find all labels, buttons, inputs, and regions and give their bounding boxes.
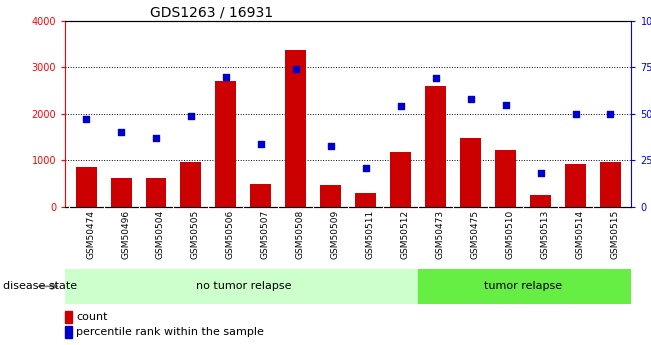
Bar [390,151,411,207]
Bar [215,81,236,207]
Point [361,165,371,171]
Bar [565,164,586,207]
Point [116,130,126,135]
Bar [495,150,516,207]
Point [465,96,476,102]
Bar [180,162,201,207]
Text: GSM50512: GSM50512 [401,210,409,259]
Text: GSM50505: GSM50505 [191,210,200,259]
Point [326,143,336,148]
Bar [76,167,96,207]
Point [186,113,196,118]
Point [570,111,581,117]
Point [256,141,266,146]
Bar [65,326,72,338]
Bar [251,184,271,207]
Bar [285,50,307,207]
Text: GDS1263 / 16931: GDS1263 / 16931 [150,6,273,20]
Point [396,104,406,109]
Bar [600,162,621,207]
Point [221,74,231,79]
Point [151,135,161,141]
Bar [530,195,551,207]
Text: GSM50474: GSM50474 [86,210,95,259]
Point [605,111,616,117]
Text: disease state: disease state [3,282,77,291]
Point [430,76,441,81]
Text: GSM50504: GSM50504 [156,210,165,259]
Bar [355,194,376,207]
Text: no tumor relapse: no tumor relapse [196,282,291,291]
Text: GSM50510: GSM50510 [506,210,514,259]
Bar [111,178,132,207]
Point [501,102,511,107]
Text: GSM50515: GSM50515 [611,210,620,259]
Bar [65,310,72,323]
Text: GSM50511: GSM50511 [366,210,375,259]
Bar [460,138,481,207]
Bar [425,86,446,207]
Point [290,66,301,72]
Text: GSM50496: GSM50496 [121,210,130,259]
Text: GSM50475: GSM50475 [471,210,480,259]
Bar [65,269,418,304]
Bar [146,178,167,207]
Text: GSM50509: GSM50509 [331,210,340,259]
Text: GSM50513: GSM50513 [540,210,549,259]
Text: percentile rank within the sample: percentile rank within the sample [76,327,264,337]
Text: GSM50506: GSM50506 [226,210,235,259]
Point [535,171,546,176]
Text: GSM50514: GSM50514 [575,210,585,259]
Text: GSM50508: GSM50508 [296,210,305,259]
Text: GSM50473: GSM50473 [436,210,445,259]
Bar [320,185,341,207]
Point [81,117,91,122]
Text: tumor relapse: tumor relapse [484,282,562,291]
Text: GSM50507: GSM50507 [261,210,270,259]
Text: count: count [76,312,108,322]
Bar [418,269,631,304]
